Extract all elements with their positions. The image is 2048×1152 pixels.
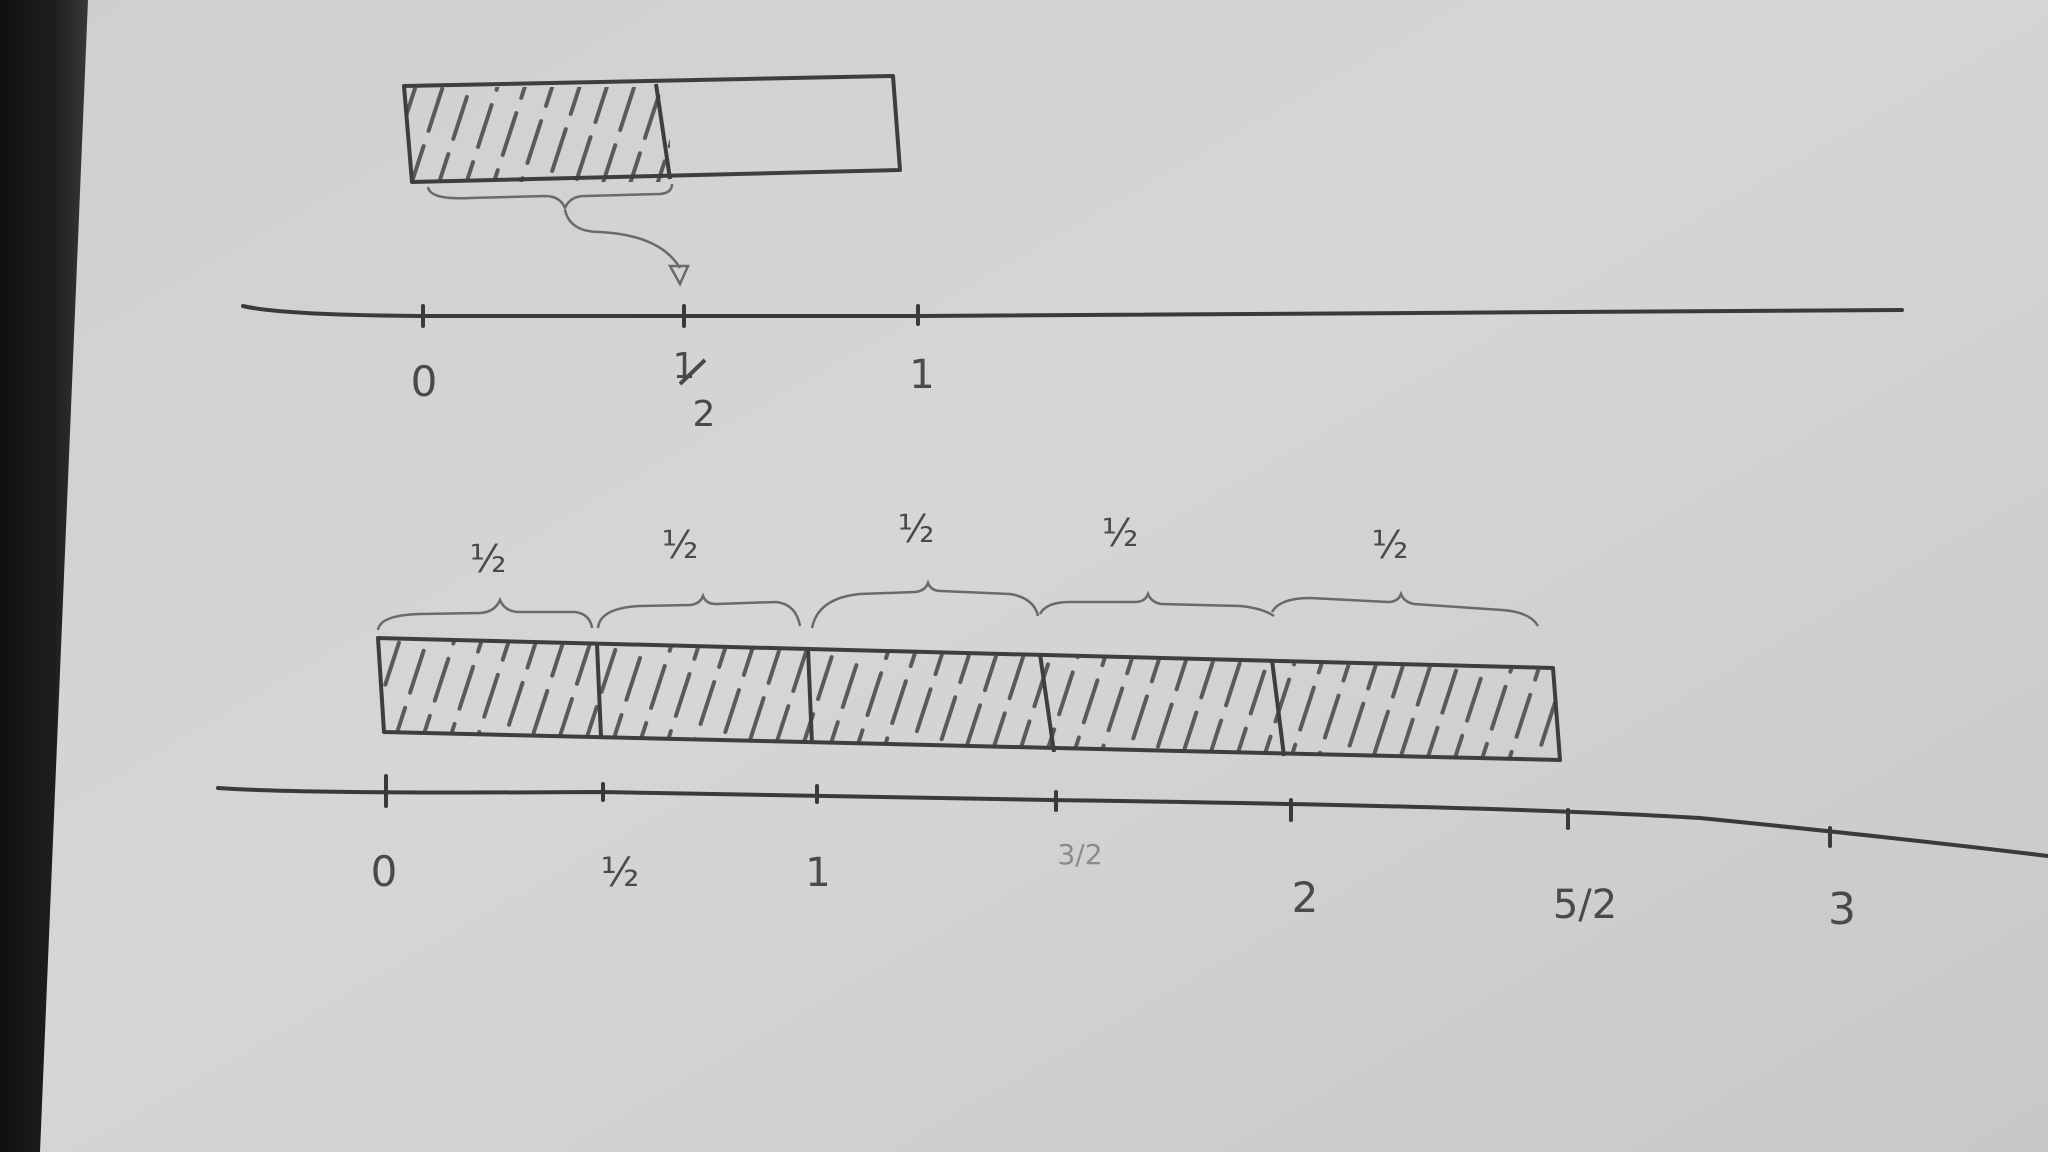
brace-1: [376, 596, 594, 631]
bottom-label-two: 2: [1292, 873, 1319, 922]
bottom-braces: [376, 579, 1540, 631]
brace-5: [1270, 590, 1540, 627]
bottom-fraction-bar: [376, 636, 1562, 762]
top-label-half-denominator: 2: [693, 394, 716, 435]
bottom-label-zero: 0: [371, 847, 398, 896]
bottom-number-line: [216, 774, 2048, 858]
brace-2: [596, 592, 802, 629]
bottom-label-five-halves: 5/2: [1553, 882, 1617, 928]
top-brace-arrow: [426, 183, 690, 287]
bottom-label-half: ½: [601, 850, 640, 896]
bottom-axis-line: [216, 786, 2048, 858]
top-axis-line: [241, 304, 1904, 318]
bottom-label-one: 1: [805, 850, 830, 896]
top-label-zero: 0: [411, 357, 438, 406]
bottom-brace-labels: ½ ½ ½ ½ ½: [470, 507, 1409, 581]
bottom-bar-outline: [376, 636, 1562, 762]
bottom-label-three: 3: [1828, 884, 1856, 935]
paper-surface: [40, 0, 2048, 1152]
top-bar-shaded-half: [405, 87, 670, 182]
top-brace: [426, 183, 674, 212]
bottom-label-three-halves: 3/2: [1057, 838, 1102, 871]
brace-label-1: ½: [470, 537, 507, 581]
top-fraction-bar: [402, 74, 902, 184]
top-arrow-curve: [563, 209, 682, 269]
brace-label-2: ½: [662, 523, 699, 567]
bottom-tick-labels: 0 ½ 1 3/2 2 5/2 3: [371, 838, 1856, 935]
bottom-bar-shading: [380, 640, 1560, 760]
brace-label-4: ½: [1102, 511, 1139, 555]
bottom-bar-divider-2: [806, 647, 814, 745]
bottom-bar-divider-3: [1038, 653, 1056, 753]
brace-3: [810, 579, 1040, 629]
top-bar-divider: [654, 83, 672, 180]
top-label-one: 1: [909, 352, 934, 398]
top-arrow-head: [667, 264, 690, 287]
top-bar-outline: [402, 74, 902, 184]
brace-label-3: ½: [898, 507, 935, 551]
brace-label-5: ½: [1372, 523, 1409, 567]
bottom-bar-divider-1: [595, 643, 603, 738]
top-label-half-slash: [678, 358, 707, 386]
top-number-line: [241, 304, 1904, 328]
bottom-bar-divider-4: [1270, 659, 1286, 757]
brace-4: [1038, 590, 1275, 618]
top-tick-labels: 0 1 2 1: [411, 346, 935, 435]
